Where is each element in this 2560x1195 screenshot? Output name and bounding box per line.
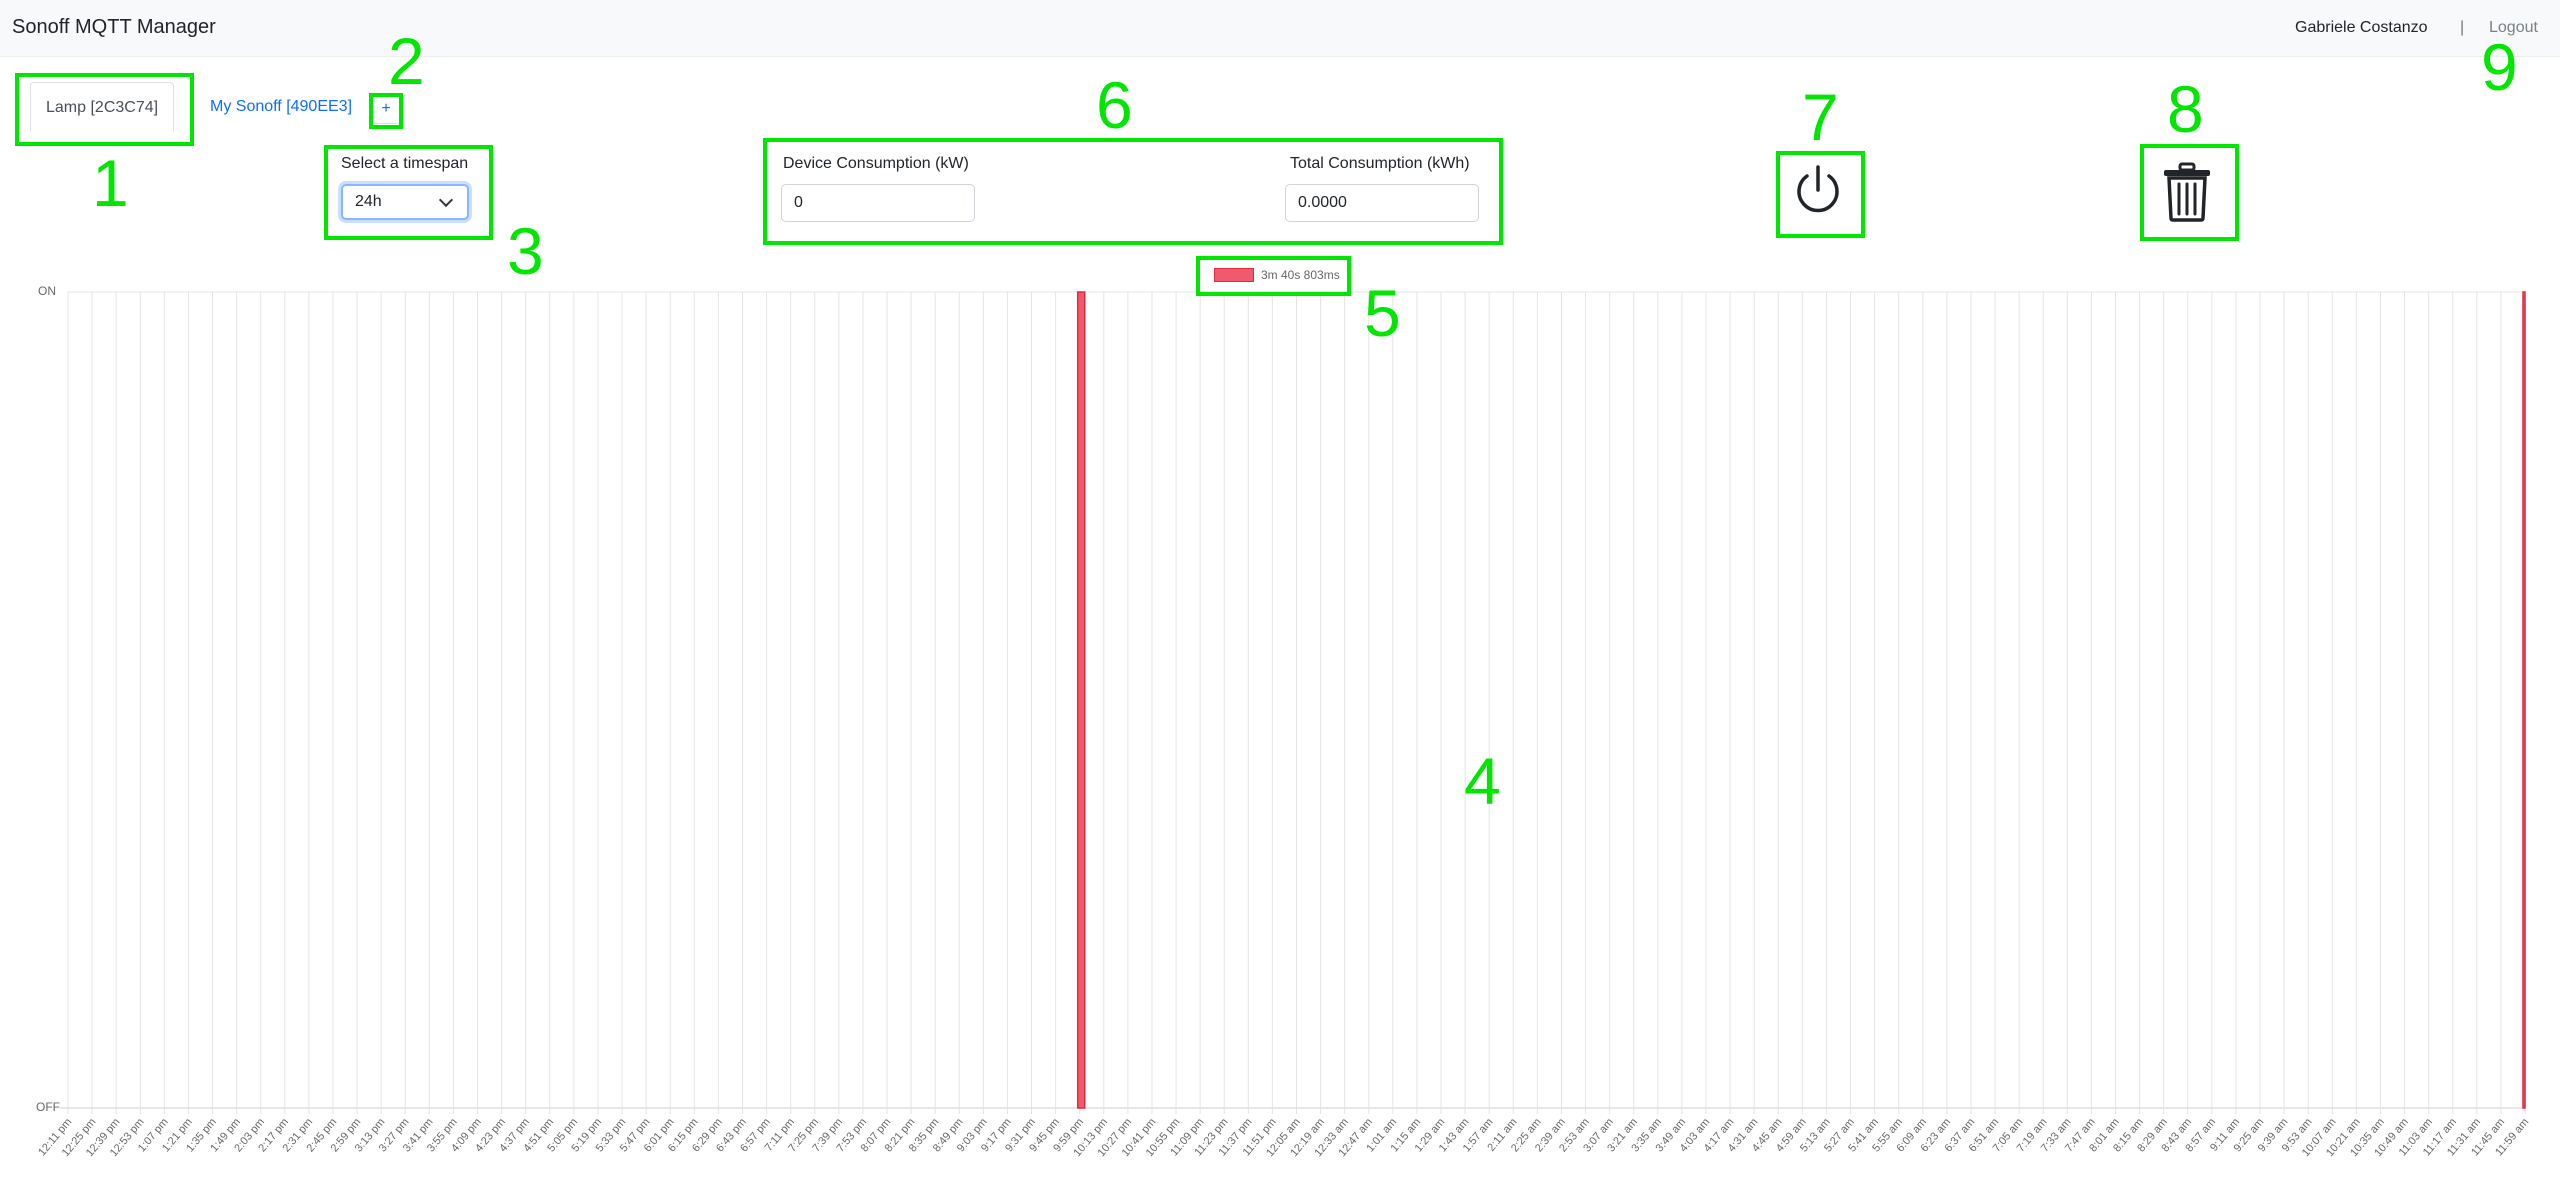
annotation-number-2: 2 (388, 24, 425, 98)
legend-swatch[interactable] (1214, 268, 1254, 282)
delete-button[interactable] (2159, 162, 2215, 227)
annotation-number-9: 9 (2481, 30, 2518, 104)
device-tabs: Lamp [2C3C74] My Sonoff [490EE3] (18, 82, 2560, 132)
legend-label[interactable]: 3m 40s 803ms (1261, 268, 1340, 282)
power-button[interactable] (1790, 162, 1846, 223)
device-consumption-label: Device Consumption (kW) (783, 155, 969, 172)
y-label-on: ON (38, 284, 56, 298)
nav-separator: | (2460, 19, 2465, 36)
annotation-number-4: 4 (1464, 744, 1501, 818)
timespan-select[interactable]: 24h (341, 184, 469, 220)
user-name: Gabriele Costanzo (2295, 19, 2428, 36)
annotation-number-5: 5 (1364, 276, 1401, 350)
annotation-box-1 (15, 73, 194, 146)
tab-my-sonoff[interactable]: My Sonoff [490EE3] (210, 98, 353, 115)
on-interval-bar[interactable] (1076, 291, 1086, 1109)
annotation-box-3 (324, 145, 493, 240)
annotation-box-5 (1196, 256, 1351, 296)
y-label-off: OFF (36, 1100, 60, 1114)
app-title[interactable]: Sonoff MQTT Manager (12, 16, 216, 38)
timespan-label: Select a timespan (341, 155, 469, 172)
navbar: Sonoff MQTT Manager Gabriele Costanzo | … (0, 0, 2560, 57)
device-consumption-field[interactable]: 0 (781, 184, 975, 222)
annotation-box-8 (2140, 144, 2239, 241)
power-icon (1797, 165, 1839, 213)
total-consumption-label: Total Consumption (kWh) (1290, 155, 1470, 172)
annotation-number-1: 1 (92, 146, 129, 220)
logout-link[interactable]: Logout (2489, 19, 2538, 36)
annotation-box-6 (763, 138, 1503, 245)
tab-lamp[interactable]: Lamp [2C3C74] (30, 82, 175, 132)
annotation-number-6: 6 (1096, 68, 1133, 142)
annotation-number-7: 7 (1802, 80, 1839, 154)
annotation-number-3: 3 (507, 214, 544, 288)
timespan-value: 24h (355, 193, 382, 210)
trash-icon (2164, 162, 2210, 222)
total-consumption-field[interactable]: 0.0000 (1285, 184, 1479, 222)
annotation-number-8: 8 (2167, 72, 2204, 146)
annotation-box-7 (1776, 151, 1865, 238)
on-interval-bar[interactable] (2522, 291, 2526, 1109)
annotation-box-2 (369, 93, 403, 129)
